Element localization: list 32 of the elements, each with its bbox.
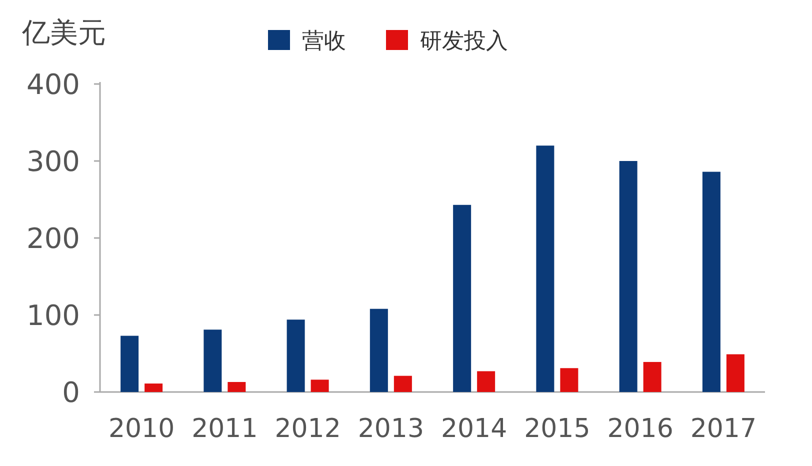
y-tick-label: 100 bbox=[26, 299, 80, 332]
bar bbox=[144, 384, 163, 392]
x-tick-label: 2011 bbox=[192, 414, 258, 444]
bar bbox=[726, 354, 744, 392]
bar bbox=[453, 204, 472, 392]
y-tick-label: 300 bbox=[26, 145, 80, 178]
bar bbox=[370, 308, 388, 392]
legend-label: 研发投入 bbox=[420, 29, 508, 54]
bar bbox=[643, 362, 662, 392]
x-tick-label: 2010 bbox=[108, 414, 175, 444]
x-tick-label: 2014 bbox=[440, 414, 508, 444]
bar bbox=[120, 336, 139, 392]
bar bbox=[702, 172, 720, 392]
bar bbox=[204, 330, 222, 392]
x-tick-label: 2013 bbox=[358, 414, 424, 444]
bar bbox=[228, 382, 246, 392]
bar bbox=[394, 376, 412, 392]
x-tick-label: 2016 bbox=[607, 414, 674, 444]
bar bbox=[477, 371, 496, 392]
bar bbox=[560, 368, 578, 392]
y-tick-label: 400 bbox=[26, 68, 80, 101]
x-tick-label: 2015 bbox=[524, 414, 590, 444]
bar bbox=[536, 146, 554, 392]
legend-label: 营收 bbox=[302, 29, 346, 54]
y-tick-label: 200 bbox=[26, 222, 80, 255]
y-tick-label: 0 bbox=[62, 376, 80, 409]
x-tick-label: 2012 bbox=[274, 414, 341, 444]
bar bbox=[619, 161, 638, 392]
x-tick-label: 2017 bbox=[690, 414, 757, 444]
bar bbox=[310, 380, 329, 392]
bar bbox=[286, 320, 305, 392]
y-axis-title: 亿美元 bbox=[21, 16, 106, 49]
